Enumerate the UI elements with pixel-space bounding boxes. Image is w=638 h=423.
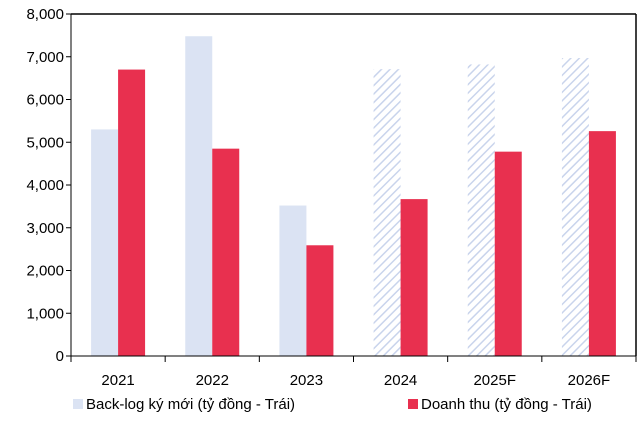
y-tick-label: 3,000 xyxy=(26,220,64,237)
y-tick-label: 8,000 xyxy=(26,6,64,23)
y-tick-label: 5,000 xyxy=(26,134,64,151)
legend-swatch-backlog xyxy=(73,399,83,409)
revenue-bar-2021 xyxy=(118,69,146,356)
y-tick-label: 7,000 xyxy=(26,49,64,66)
revenue-bar-2022 xyxy=(212,148,240,356)
y-tick-label: 2,000 xyxy=(26,263,64,280)
y-tick-label: 6,000 xyxy=(26,92,64,109)
backlog-bar-2021 xyxy=(91,129,119,356)
x-tick-label: 2025F xyxy=(473,372,516,389)
x-tick-label: 2022 xyxy=(196,372,229,389)
backlog-bar-2022 xyxy=(185,36,213,356)
x-tick-label: 2024 xyxy=(384,372,417,389)
legend-label-backlog: Back-log ký mới (tỷ đồng - Trái) xyxy=(86,396,295,413)
x-axis-ticks: 2021 2022 2023 2024 2025F 2026F xyxy=(70,356,637,389)
x-tick-label: 2023 xyxy=(290,372,323,389)
y-axis-ticks: 0 1,000 2,000 3,000 4,000 5,000 6,000 7,000 8,00… xyxy=(26,6,71,365)
backlog-bar-2026F xyxy=(561,58,589,356)
revenue-bar-2024 xyxy=(400,199,428,356)
bars-group xyxy=(91,36,616,357)
axes-group xyxy=(70,13,637,357)
x-tick-label: 2021 xyxy=(101,372,134,389)
backlog-bar-2025F xyxy=(467,64,495,356)
legend-swatch-revenue xyxy=(408,399,418,409)
backlog-bar-2024 xyxy=(373,69,401,357)
revenue-bar-2025F xyxy=(494,151,522,356)
x-tick-label: 2026F xyxy=(568,372,611,389)
y-tick-label: 4,000 xyxy=(26,177,64,194)
revenue-bar-2026F xyxy=(588,131,616,356)
backlog-bar-2023 xyxy=(279,205,307,356)
y-tick-label: 0 xyxy=(56,348,64,365)
legend: Back-log ký mới (tỷ đồng - Trái) Doanh th… xyxy=(73,396,592,413)
revenue-bar-2023 xyxy=(306,245,334,356)
legend-label-revenue: Doanh thu (tỷ đồng - Trái) xyxy=(421,396,592,413)
y-tick-label: 1,000 xyxy=(26,305,64,322)
